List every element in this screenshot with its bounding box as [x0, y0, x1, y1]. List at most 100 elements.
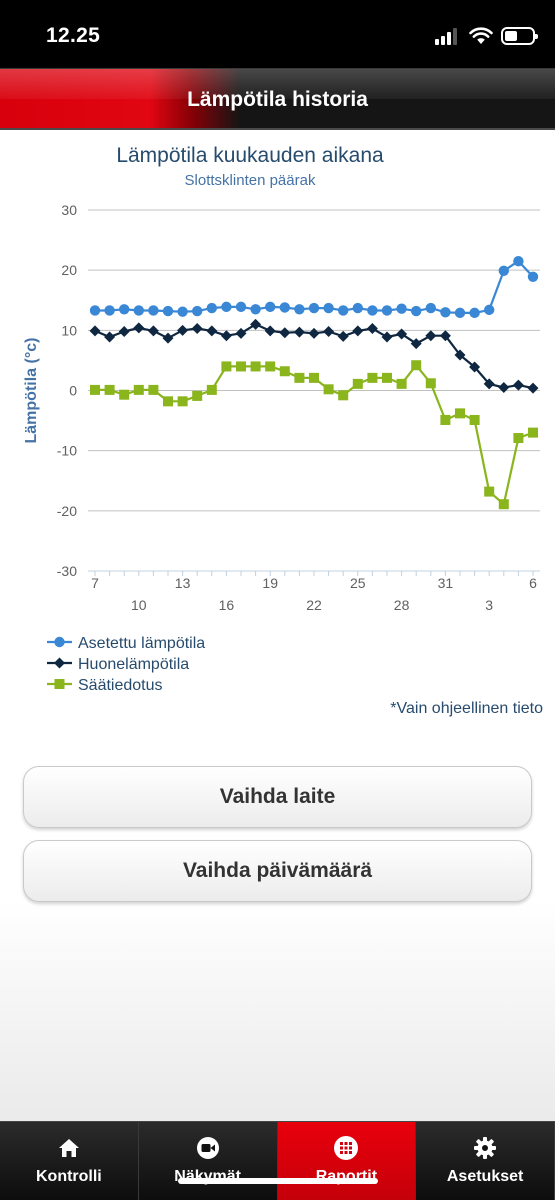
data-point — [220, 330, 232, 342]
cellular-signal-icon — [435, 27, 461, 45]
x-tick-label: 31 — [438, 575, 454, 591]
data-point — [484, 486, 495, 497]
data-point — [367, 305, 378, 316]
data-point — [513, 433, 524, 444]
y-axis-label: Lämpötila (°c) — [23, 338, 40, 444]
data-point — [89, 305, 101, 316]
data-point — [323, 302, 334, 314]
data-point — [104, 384, 115, 395]
data-point — [148, 384, 159, 395]
data-point — [235, 327, 247, 339]
legend-label: Säätiedotus — [78, 677, 163, 694]
data-point — [265, 301, 276, 313]
data-point — [177, 306, 188, 317]
temperature-chart: 30 20 10 0 -10 -20 -30 7 13 19 25 31 6 10 16 22 28 3 Lämpö… — [23, 202, 540, 694]
y-tick-label: -20 — [57, 503, 77, 519]
data-point — [469, 414, 480, 425]
data-point — [323, 326, 335, 338]
data-point — [512, 379, 524, 391]
legend-label: Huonelämpötila — [78, 656, 189, 673]
legend-label: Asetettu lämpötila — [78, 635, 205, 652]
y-tick-label: 30 — [61, 202, 77, 218]
data-point — [119, 304, 130, 315]
data-point — [221, 301, 232, 313]
wifi-icon — [469, 27, 493, 44]
data-point — [352, 302, 363, 314]
battery-icon — [501, 27, 538, 45]
x-tick-label: 28 — [394, 597, 410, 613]
data-point — [454, 307, 466, 319]
data-point — [177, 396, 188, 407]
tab-label: Asetukset — [446, 1168, 524, 1185]
data-point — [162, 332, 174, 344]
x-tick-label: 6 — [529, 575, 537, 591]
tab-bar: Kontrolli Näkymät Raportit — [0, 1121, 555, 1200]
tab-raportit[interactable]: Raportit — [277, 1122, 417, 1200]
tab-asetukset[interactable]: Asetukset — [416, 1122, 555, 1200]
data-point — [118, 326, 130, 338]
data-point — [163, 396, 173, 407]
data-point — [337, 330, 349, 342]
x-tick-label: 25 — [350, 575, 366, 591]
data-point — [308, 302, 320, 314]
tab-nakymat[interactable]: Näkymät — [138, 1122, 278, 1200]
data-point — [366, 323, 378, 335]
data-point — [469, 307, 480, 319]
data-point — [104, 331, 116, 343]
status-bar: 12.25 — [0, 0, 555, 68]
y-tick-label: 20 — [61, 262, 77, 278]
x-tick-label: 10 — [131, 597, 147, 613]
data-point — [528, 427, 538, 438]
x-tick-label: 22 — [306, 597, 322, 613]
data-point — [425, 378, 436, 389]
disclaimer-note: *Vain ohjeellinen tieto — [390, 700, 543, 717]
data-point — [279, 366, 290, 377]
change-date-button[interactable]: Vaihda päivämäärä — [23, 840, 532, 902]
data-point — [440, 414, 451, 425]
data-point — [527, 382, 539, 394]
data-point — [381, 305, 393, 316]
data-point — [294, 372, 305, 383]
y-tick-label: 10 — [61, 322, 77, 338]
title-bar: Lämpötila historia — [0, 68, 555, 130]
data-point — [162, 305, 174, 317]
data-point — [264, 325, 276, 337]
data-point — [367, 372, 378, 383]
data-point — [250, 361, 261, 372]
legend-marker — [54, 679, 65, 689]
y-tick-label: -10 — [57, 443, 77, 459]
data-point — [381, 331, 393, 343]
tab-kontrolli[interactable]: Kontrolli — [0, 1122, 139, 1200]
x-tick-label: 7 — [91, 575, 99, 591]
status-icons — [435, 24, 538, 48]
data-point — [236, 361, 246, 372]
x-tick-label: 3 — [485, 597, 493, 613]
data-point — [455, 408, 465, 419]
data-point — [192, 390, 203, 401]
legend-marker — [54, 636, 65, 648]
data-point — [308, 327, 320, 339]
data-point — [454, 349, 466, 361]
data-point — [148, 305, 159, 316]
x-tick-label: 19 — [262, 575, 278, 591]
data-point — [411, 305, 422, 317]
data-point — [133, 305, 144, 316]
data-point — [498, 381, 510, 393]
data-point — [89, 325, 101, 337]
data-point — [338, 390, 349, 401]
data-point — [396, 378, 407, 389]
data-point — [250, 304, 261, 315]
data-point — [469, 361, 481, 373]
data-point — [206, 302, 217, 314]
data-point — [206, 384, 217, 395]
data-point — [411, 360, 422, 371]
data-point — [338, 305, 349, 316]
data-point — [293, 326, 305, 338]
y-tick-label: 0 — [69, 383, 77, 399]
data-point — [119, 389, 130, 400]
data-point — [410, 338, 422, 350]
data-point — [221, 361, 232, 372]
data-point — [177, 324, 189, 336]
change-device-button[interactable]: Vaihda laite — [23, 766, 532, 828]
data-point — [527, 271, 539, 282]
